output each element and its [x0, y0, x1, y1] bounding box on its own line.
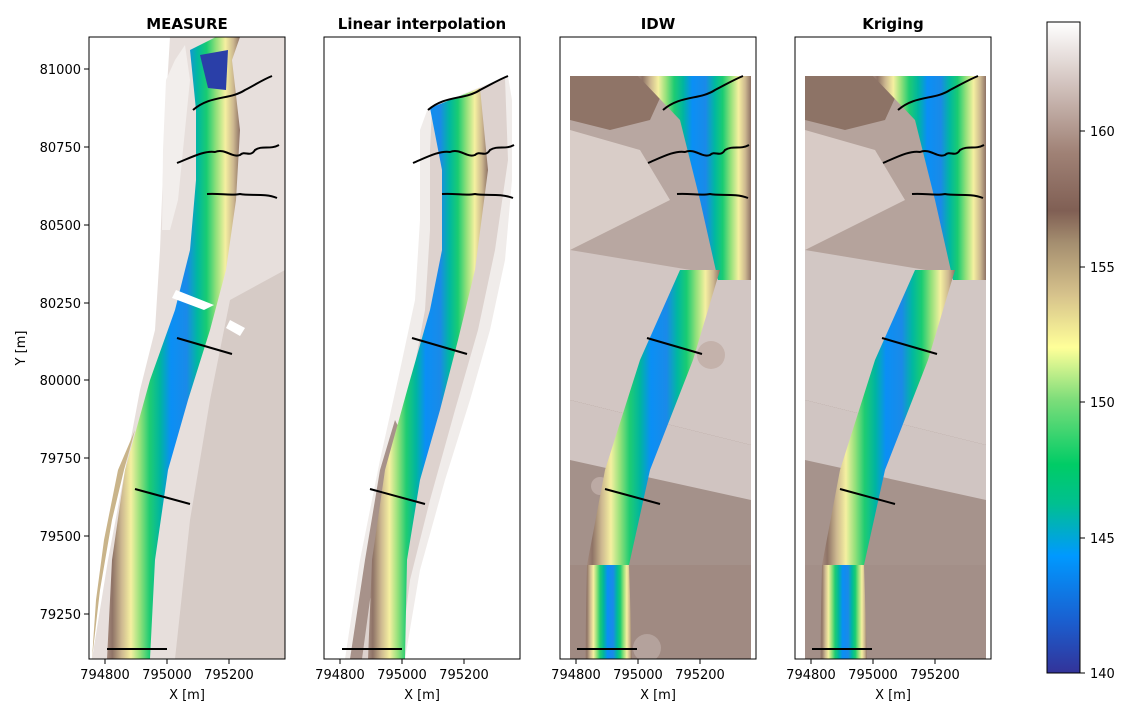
x-tick-label: 795000: [377, 668, 427, 683]
colorbar-tick-label: 140: [1090, 667, 1115, 682]
y-tick-label: 80750: [40, 141, 81, 156]
x-tick-label: 795200: [204, 668, 254, 683]
x-axis-idw: 794800 795000 795200 X [m]: [551, 659, 725, 703]
colorbar-tick-label: 150: [1090, 396, 1115, 411]
colorbar-gradient: [1046, 21, 1081, 674]
x-tick-label: 795000: [613, 668, 663, 683]
panel-measure: MEASURE: [14, 15, 286, 703]
axes-frame-idw: [559, 36, 757, 660]
panel-title-linear: Linear interpolation: [338, 15, 506, 33]
y-tick-label: 79750: [40, 452, 81, 467]
y-tick-label: 80500: [40, 219, 81, 234]
y-tick-label: 79500: [40, 530, 81, 545]
raster-measure: [92, 37, 285, 659]
x-axis-label: X [m]: [169, 688, 205, 703]
panel-title-idw: IDW: [641, 15, 676, 33]
x-tick-label: 795000: [848, 668, 898, 683]
y-tick-label: 79250: [40, 608, 81, 623]
x-ticks: [810, 659, 936, 664]
panel-linear: Linear interpolation 794800 795000 79520…: [315, 15, 521, 703]
x-tick-label: 795200: [675, 668, 725, 683]
cross-sections-linear: [342, 75, 515, 650]
x-axis-label: X [m]: [640, 688, 676, 703]
y-axis-label: Y [m]: [14, 331, 29, 367]
x-axis-measure: 794800 795000 795200 X [m]: [80, 659, 254, 703]
colorbar-ticks: [1080, 130, 1085, 674]
x-tick-label: 794800: [80, 668, 130, 683]
cross-sections-kriging: [812, 75, 985, 650]
x-axis-linear: 794800 795000 795200 X [m]: [315, 659, 489, 703]
x-tick-label: 794800: [786, 668, 836, 683]
x-tick-label: 794800: [551, 668, 601, 683]
y-ticks: [84, 68, 89, 615]
x-tick-label: 794800: [315, 668, 365, 683]
cross-sections-measure: [107, 75, 280, 650]
panel-title-measure: MEASURE: [146, 15, 228, 33]
x-ticks: [104, 659, 230, 664]
x-axis-label: X [m]: [404, 688, 440, 703]
raster-kriging: [805, 76, 986, 659]
y-tick-label: 80000: [40, 374, 81, 389]
panel-title-kriging: Kriging: [862, 15, 923, 33]
colorbar: 140 145 150 155 160: [1046, 21, 1115, 682]
axes-frame-kriging: [794, 36, 992, 660]
colorbar-tick-label: 155: [1090, 261, 1115, 276]
x-axis-label: X [m]: [875, 688, 911, 703]
axes-frame-linear: [323, 36, 521, 660]
y-tick-label: 81000: [40, 63, 81, 78]
x-tick-label: 795200: [910, 668, 960, 683]
colorbar-tick-label: 160: [1090, 125, 1115, 140]
y-tick-label: 80250: [40, 297, 81, 312]
panel-kriging: Kriging 794: [786, 15, 992, 703]
x-tick-label: 795200: [439, 668, 489, 683]
x-axis-kriging: 794800 795000 795200 X [m]: [786, 659, 960, 703]
raster-linear: [345, 76, 512, 659]
cross-sections-idw: [577, 75, 750, 650]
x-ticks: [339, 659, 465, 664]
axes-frame-measure: [88, 36, 286, 660]
x-tick-label: 795000: [142, 668, 192, 683]
x-ticks: [575, 659, 701, 664]
panel-idw: IDW: [551, 15, 757, 703]
colorbar-tick-label: 145: [1090, 532, 1115, 547]
y-axis-measure: 81000 80750 80500 80250 80000 79750 7950…: [14, 63, 89, 623]
raster-idw: [570, 76, 751, 659]
